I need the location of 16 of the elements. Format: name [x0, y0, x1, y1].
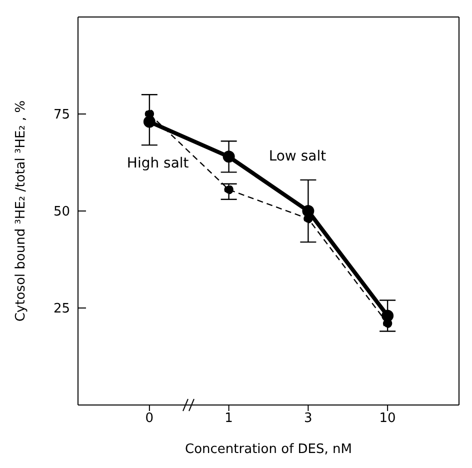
- y-tick-label: 75: [53, 108, 70, 123]
- point: [222, 150, 235, 163]
- y-tick-label: 25: [53, 302, 70, 317]
- point: [224, 185, 234, 194]
- series-label: Low salt: [268, 148, 327, 165]
- x-axis-title: Concentration of DES, nM: [185, 442, 352, 457]
- point: [143, 116, 156, 128]
- x-tick-label: 10: [379, 411, 396, 426]
- series-label: High salt: [126, 156, 190, 172]
- point: [302, 205, 314, 217]
- x-tick-label: 3: [304, 411, 312, 426]
- y-tick-label: 50: [53, 204, 70, 220]
- x-tick-label: 0: [145, 411, 154, 426]
- y-axis-title: Cytosol bound ³HE₂ /total ³HE₂ , %: [14, 100, 29, 322]
- x-tick-label: 1: [224, 411, 233, 426]
- point: [382, 310, 394, 322]
